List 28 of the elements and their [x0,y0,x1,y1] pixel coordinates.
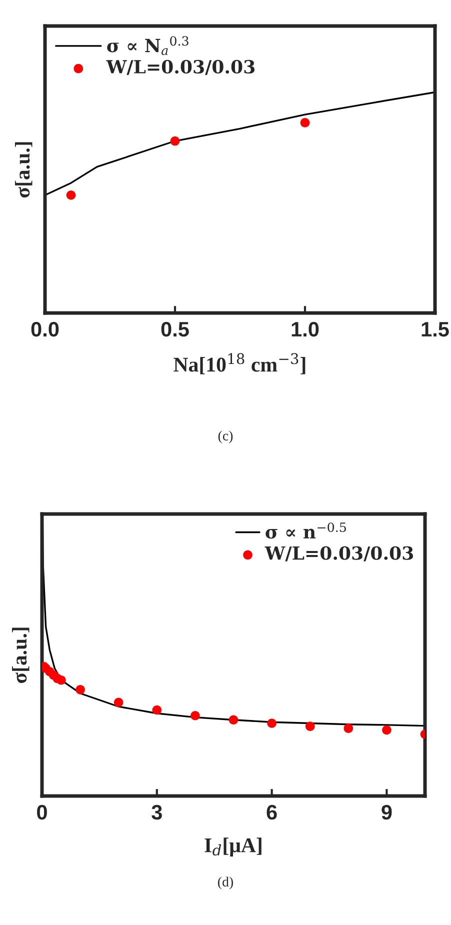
x-axis-title: I$_{d}$[μA] [204,838,262,857]
point [267,718,276,728]
point [190,710,200,720]
y-axis-title: σ[a.u.] [14,142,32,198]
legend-label: σ ∝ n$^{−0.5}$ [266,522,346,539]
x-tick-label: 9 [382,804,392,820]
point [344,724,354,733]
point [76,685,85,694]
point [56,675,66,685]
x-tick-label: 0.0 [31,322,59,337]
x-tick-label: 0.5 [161,322,189,337]
point [305,722,315,732]
legend-label: σ ∝ N$_{a}$$^{0.3}$ [107,36,188,56]
point [382,725,392,735]
text: (c) [218,430,233,444]
x-tick-label: 1.0 [292,322,319,337]
x-axis-title: Na[10$^{18}$ cm$^{−3}$] [174,353,306,374]
y-axis-title: σ[a.u.] [12,628,30,684]
x-tick-label: 6 [266,804,277,820]
x-tick-label: 0 [37,804,47,820]
text: (d) [218,876,233,890]
x-tick-label: 1.5 [422,322,449,337]
legend-label: W/L=0.03/0.03 [106,60,254,75]
x-tick-label: 3 [152,804,162,820]
point [114,698,124,708]
legend-label: W/L=0.03/0.03 [264,546,414,562]
point [228,715,238,725]
point [152,705,162,715]
